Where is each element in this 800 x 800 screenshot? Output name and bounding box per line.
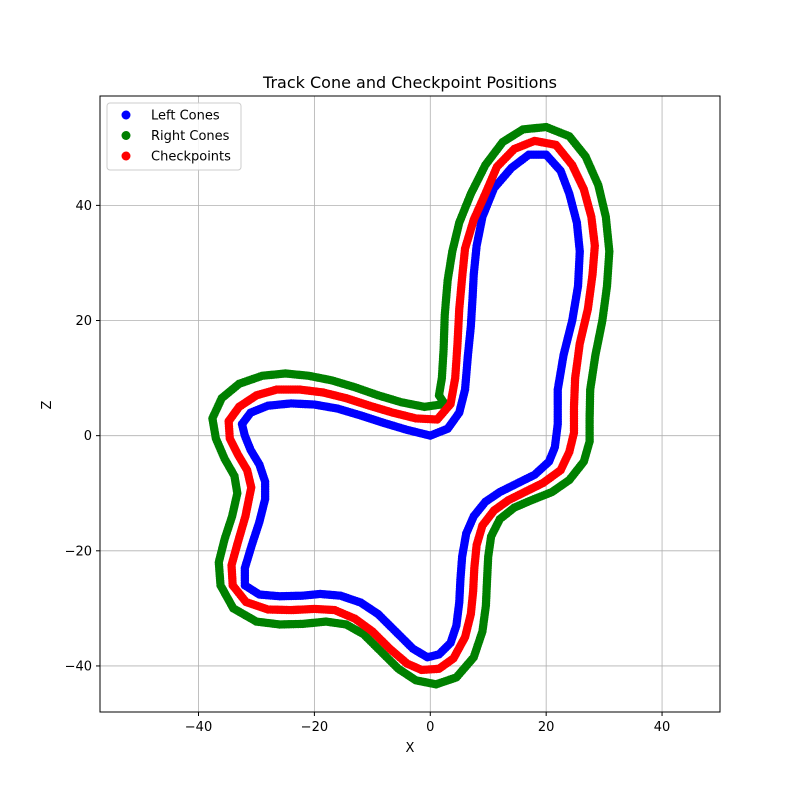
- plot-frame: [99, 95, 721, 713]
- y-tick-label: 40: [75, 199, 92, 214]
- x-axis-label: X: [406, 741, 415, 756]
- legend: Left Cones Right Cones Checkpoints: [106, 102, 242, 171]
- y-axis-label: Z: [40, 400, 55, 409]
- y-tick-label: −20: [65, 544, 92, 559]
- left-cones-series: [237, 150, 584, 662]
- x-tick-label: 40: [654, 720, 671, 735]
- checkpoints-series: [224, 136, 600, 675]
- x-tick-label: −40: [185, 720, 212, 735]
- x-tick-label: 0: [426, 720, 434, 735]
- left-cones-legend-label: Left Cones: [151, 109, 220, 124]
- y-tick-label: 20: [75, 314, 92, 329]
- left-cones-point: [428, 430, 437, 439]
- axis-ticks: −40 −20 0 20 40 −40 −20 0 20 40: [65, 199, 671, 735]
- x-tick-label: −20: [301, 720, 328, 735]
- checkpoints-legend-label: Checkpoints: [151, 150, 231, 165]
- track-series: [208, 122, 614, 689]
- right-cones-series: [208, 122, 614, 689]
- y-tick-label: 0: [84, 429, 92, 444]
- y-tick-label: −40: [65, 659, 92, 674]
- right-cones-legend-label: Right Cones: [151, 129, 230, 144]
- x-tick-label: 20: [538, 720, 555, 735]
- legend-box: [106, 102, 242, 171]
- left-cones-legend-marker: [121, 110, 131, 120]
- chart-title: Track Cone and Checkpoint Positions: [262, 73, 557, 92]
- right-cones-legend-marker: [121, 131, 131, 140]
- checkpoints-point: [434, 413, 443, 423]
- checkpoints-legend-marker: [121, 151, 131, 161]
